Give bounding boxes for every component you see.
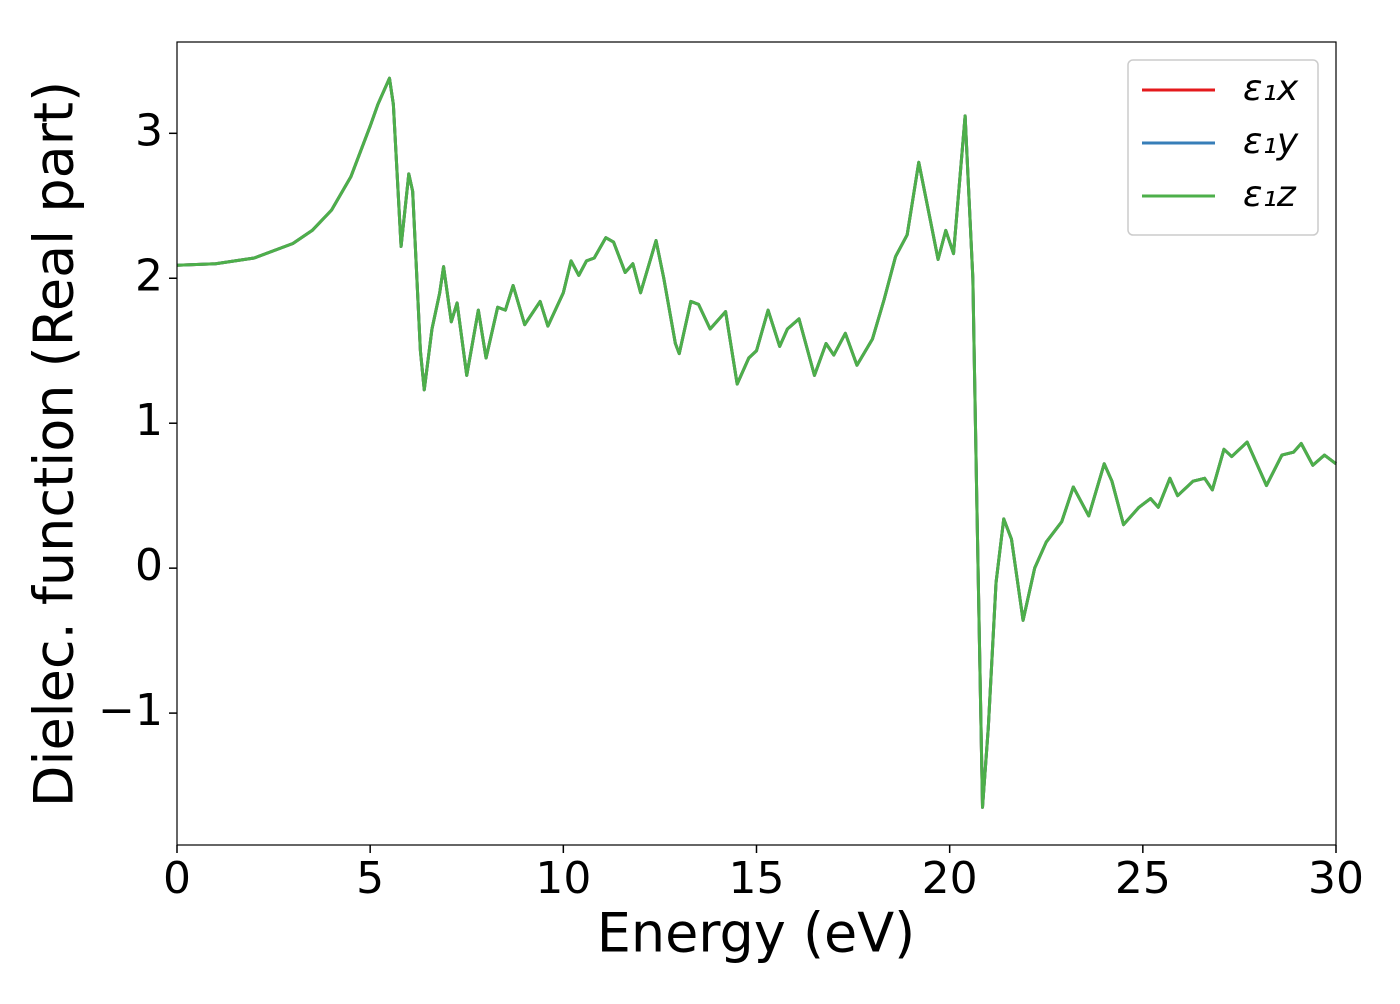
y-tick-label: 1: [135, 395, 163, 446]
legend-label: ε₁x: [1243, 68, 1299, 109]
data-line: [176, 76, 1337, 809]
plot-frame: [176, 41, 1337, 846]
x-tick-label: 25: [1115, 853, 1171, 904]
x-tick-label: 5: [356, 853, 384, 904]
y-tick-label: −1: [98, 685, 163, 736]
y-tick-label: 2: [135, 250, 163, 301]
y-axis-label: Dielec. function (Real part): [23, 81, 86, 807]
x-tick-label: 0: [163, 853, 191, 904]
y-tick-label: 3: [135, 105, 163, 156]
x-tick-label: 10: [535, 853, 591, 904]
x-axis-label: Energy (eV): [597, 902, 916, 965]
x-tick-label: 20: [922, 853, 978, 904]
y-tick-label: 0: [135, 540, 163, 591]
legend-label: ε₁y: [1243, 121, 1299, 162]
legend-label: ε₁z: [1243, 174, 1297, 215]
legend-box: [1127, 59, 1319, 236]
x-tick-label: 15: [729, 853, 785, 904]
x-tick-label: 30: [1308, 853, 1364, 904]
